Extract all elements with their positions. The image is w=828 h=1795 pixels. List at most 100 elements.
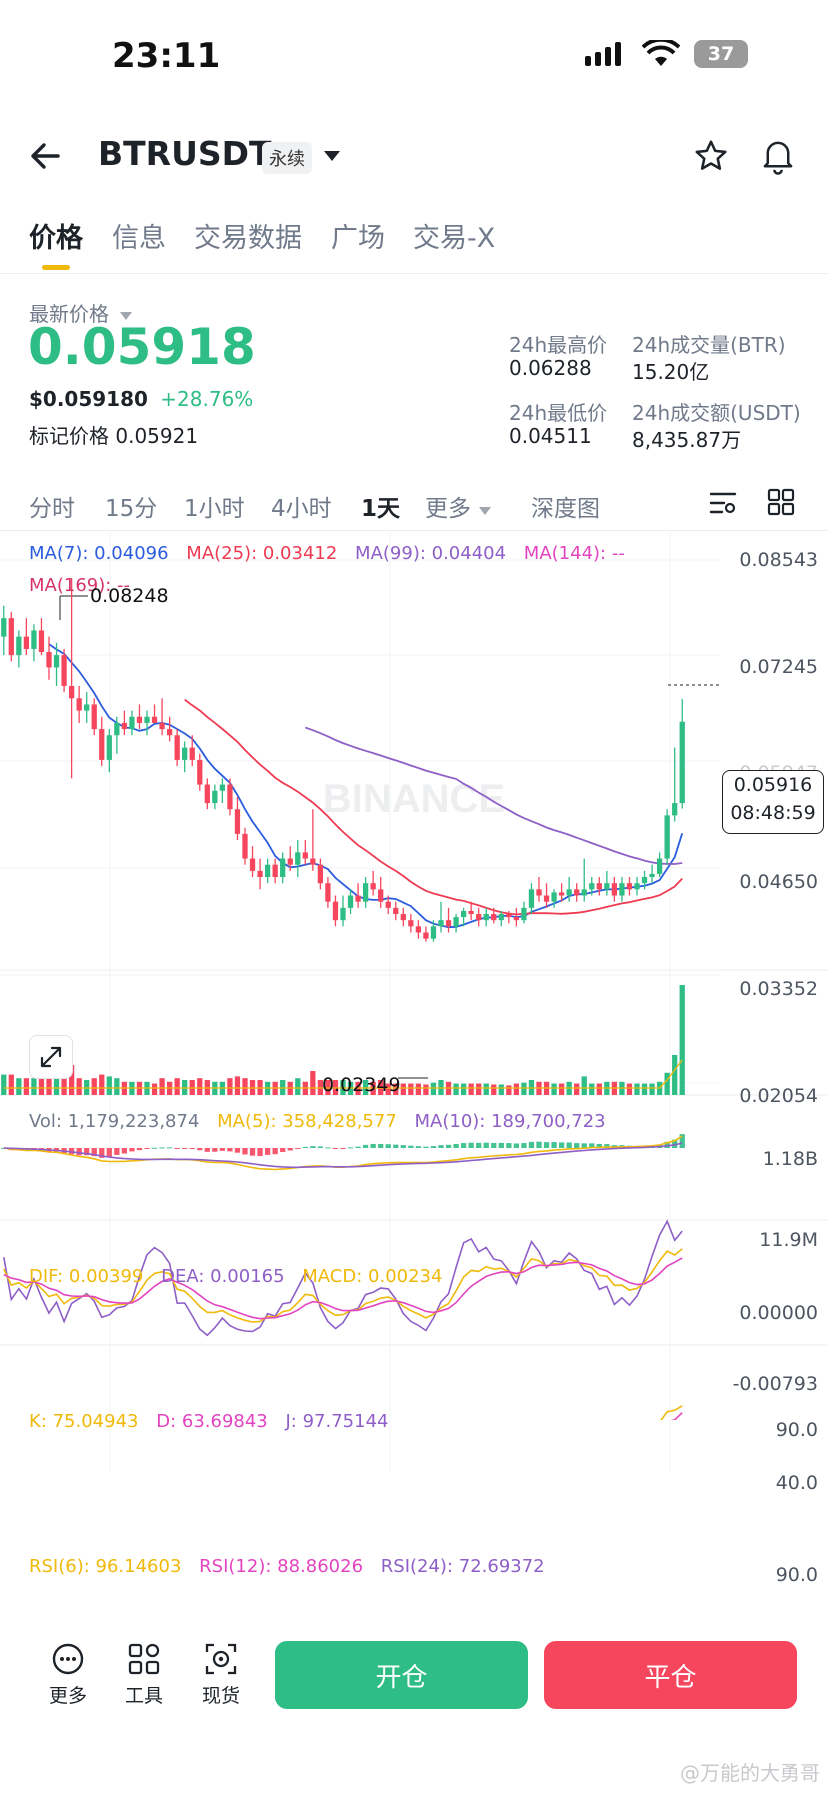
close-position-button[interactable]: 平仓: [544, 1641, 797, 1709]
bell-icon[interactable]: [760, 137, 796, 179]
status-bar: 23:11 37: [0, 0, 828, 110]
ma144-label: MA(144): --: [523, 543, 625, 564]
macd-bar: [672, 1139, 678, 1148]
macd-bar: [159, 1147, 165, 1149]
timeframe-1h[interactable]: 1小时: [184, 496, 245, 522]
macd-bar: [234, 1148, 241, 1153]
volume-bar: [430, 1082, 437, 1095]
candle-countdown: 08:48:59: [730, 802, 816, 824]
candle-body: [325, 883, 331, 902]
volume-bar: [408, 1083, 414, 1095]
macd-dif: DIF: 0.00399: [29, 1266, 144, 1287]
macd-bar: [287, 1148, 293, 1151]
volume-bar: [61, 1076, 67, 1095]
candle-body: [543, 895, 550, 902]
macd-bar: [242, 1148, 248, 1155]
macd-value: MACD: 0.00234: [302, 1266, 443, 1287]
candle-body: [84, 704, 90, 711]
ma99-label: MA(99): 0.04404: [355, 543, 507, 564]
macd-bar: [197, 1148, 203, 1151]
favorite-star-icon[interactable]: [693, 138, 729, 178]
timeframe-time[interactable]: 分时: [29, 496, 75, 522]
macd-bar: [445, 1144, 452, 1148]
macd-bar: [310, 1146, 316, 1148]
macd-bar: [272, 1148, 278, 1155]
candle-body: [53, 655, 60, 668]
timeframe-4h[interactable]: 4小时: [271, 496, 332, 522]
indicator-settings-icon[interactable]: [708, 488, 738, 522]
rsi-axis-top: 90.0: [775, 1564, 818, 1586]
kdj-j: J: 97.75144: [285, 1411, 389, 1432]
candle-body: [393, 907, 399, 915]
macd-bar: [664, 1141, 670, 1148]
spot-button[interactable]: 现货: [193, 1642, 249, 1708]
candle-body: [649, 873, 655, 878]
macd-bar: [506, 1143, 512, 1148]
tab-trading-data[interactable]: 交易数据: [194, 223, 302, 254]
macd-bar: [280, 1148, 286, 1153]
fullscreen-button[interactable]: [29, 1035, 73, 1079]
timeframe-depth[interactable]: 深度图: [531, 496, 600, 522]
volume-btr-value: 15.20亿: [632, 360, 710, 384]
symbol-dropdown-icon[interactable]: [322, 148, 342, 167]
macd-bar: [325, 1147, 331, 1149]
tab-price[interactable]: 价格: [29, 223, 83, 254]
open-position-button[interactable]: 开仓: [275, 1641, 528, 1709]
candle-body: [159, 722, 165, 730]
candle-body: [656, 858, 663, 874]
candle-body: [287, 858, 293, 865]
volume-bar: [634, 1083, 640, 1095]
timeframe-more[interactable]: 更多: [425, 489, 492, 523]
tools-button[interactable]: 工具: [116, 1642, 172, 1708]
usd-price-value: $0.059180: [29, 387, 148, 411]
tools-grid-icon: [128, 1643, 160, 1675]
candle-body: [498, 914, 504, 921]
volume-bar: [91, 1078, 97, 1095]
candle-body: [566, 889, 572, 896]
kdj-axis-mid: 40.0: [775, 1472, 818, 1494]
macd-bar: [415, 1146, 422, 1148]
rsi12: RSI(12): 88.86026: [199, 1556, 364, 1577]
candle-body: [347, 895, 354, 908]
volume-bar: [581, 1076, 587, 1095]
candle-body: [423, 932, 429, 939]
usd-price: $0.059180 +28.76%: [29, 387, 253, 411]
more-dots-icon: [52, 1643, 84, 1675]
macd-bar: [76, 1148, 82, 1156]
volume-bar: [151, 1083, 158, 1095]
candle-body: [114, 722, 120, 736]
volume-bar: [234, 1076, 241, 1095]
tab-square[interactable]: 广场: [331, 223, 385, 254]
volume-bar: [506, 1085, 512, 1095]
candle-body: [400, 914, 406, 921]
macd-bar: [513, 1143, 520, 1148]
symbol-title[interactable]: BTRUSDT: [98, 134, 272, 173]
volume-ma5-line: [3, 1059, 683, 1089]
current-price-tag[interactable]: 0.05916 08:48:59: [722, 770, 824, 834]
layout-grid-icon[interactable]: [767, 488, 795, 520]
timeframe-1d[interactable]: 1天: [361, 496, 401, 522]
candle-body: [641, 877, 648, 884]
volume-bar: [453, 1083, 459, 1095]
candle-body: [189, 747, 195, 760]
tab-trade-x[interactable]: 交易-X: [413, 223, 496, 254]
volume-usdt-label: 24h成交额(USDT): [632, 401, 801, 425]
candle-body: [174, 735, 180, 760]
back-button[interactable]: [28, 138, 64, 178]
kline-chart[interactable]: BINANCE: [0, 530, 828, 1620]
volume-btr-label: 24h成交量(BTR): [632, 333, 786, 357]
candle-body: [219, 784, 226, 791]
timeframe-15m[interactable]: 15分: [105, 496, 158, 522]
macd-axis-top: 0.00000: [739, 1302, 818, 1324]
volume-bar: [649, 1083, 655, 1095]
candle-body: [430, 926, 437, 939]
more-button[interactable]: 更多: [40, 1642, 96, 1708]
macd-bar: [121, 1148, 128, 1154]
latest-price-label[interactable]: 最新价格: [29, 298, 133, 327]
tab-info[interactable]: 信息: [112, 223, 166, 254]
macd-bar: [468, 1142, 474, 1148]
candle-body: [129, 716, 135, 730]
ma169-label: MA(169): --: [29, 575, 131, 596]
candle-body: [558, 892, 565, 896]
more-label: 更多: [48, 1685, 87, 1707]
